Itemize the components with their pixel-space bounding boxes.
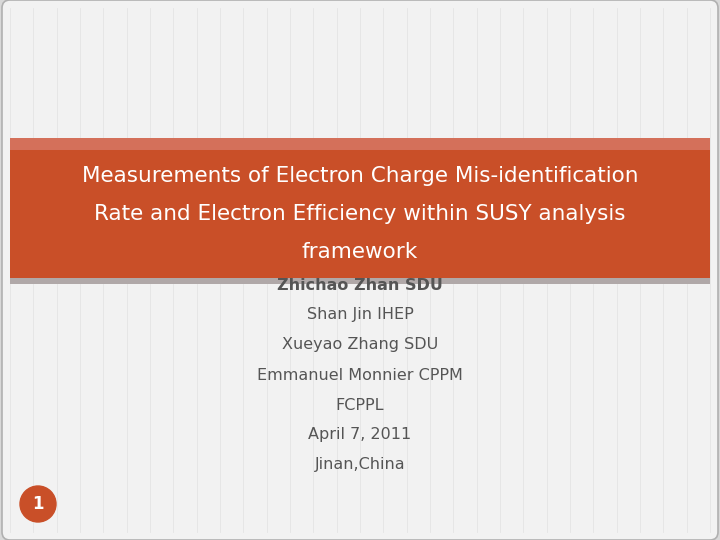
Text: April 7, 2011: April 7, 2011: [308, 428, 412, 442]
Text: framework: framework: [302, 242, 418, 262]
Bar: [10, 278, 710, 284]
Text: Shan Jin IHEP: Shan Jin IHEP: [307, 307, 413, 322]
Circle shape: [20, 486, 56, 522]
Text: Xueyao Zhang SDU: Xueyao Zhang SDU: [282, 338, 438, 353]
Bar: [10, 138, 710, 150]
Bar: [10, 150, 710, 278]
Text: FCPPL: FCPPL: [336, 397, 384, 413]
Text: Jinan,China: Jinan,China: [315, 457, 405, 472]
Text: Zhichao Zhan SDU: Zhichao Zhan SDU: [277, 278, 443, 293]
Text: 1: 1: [32, 495, 44, 513]
Text: Rate and Electron Efficiency within SUSY analysis: Rate and Electron Efficiency within SUSY…: [94, 204, 626, 224]
Text: Emmanuel Monnier CPPM: Emmanuel Monnier CPPM: [257, 368, 463, 382]
Text: Measurements of Electron Charge Mis-identification: Measurements of Electron Charge Mis-iden…: [82, 166, 638, 186]
